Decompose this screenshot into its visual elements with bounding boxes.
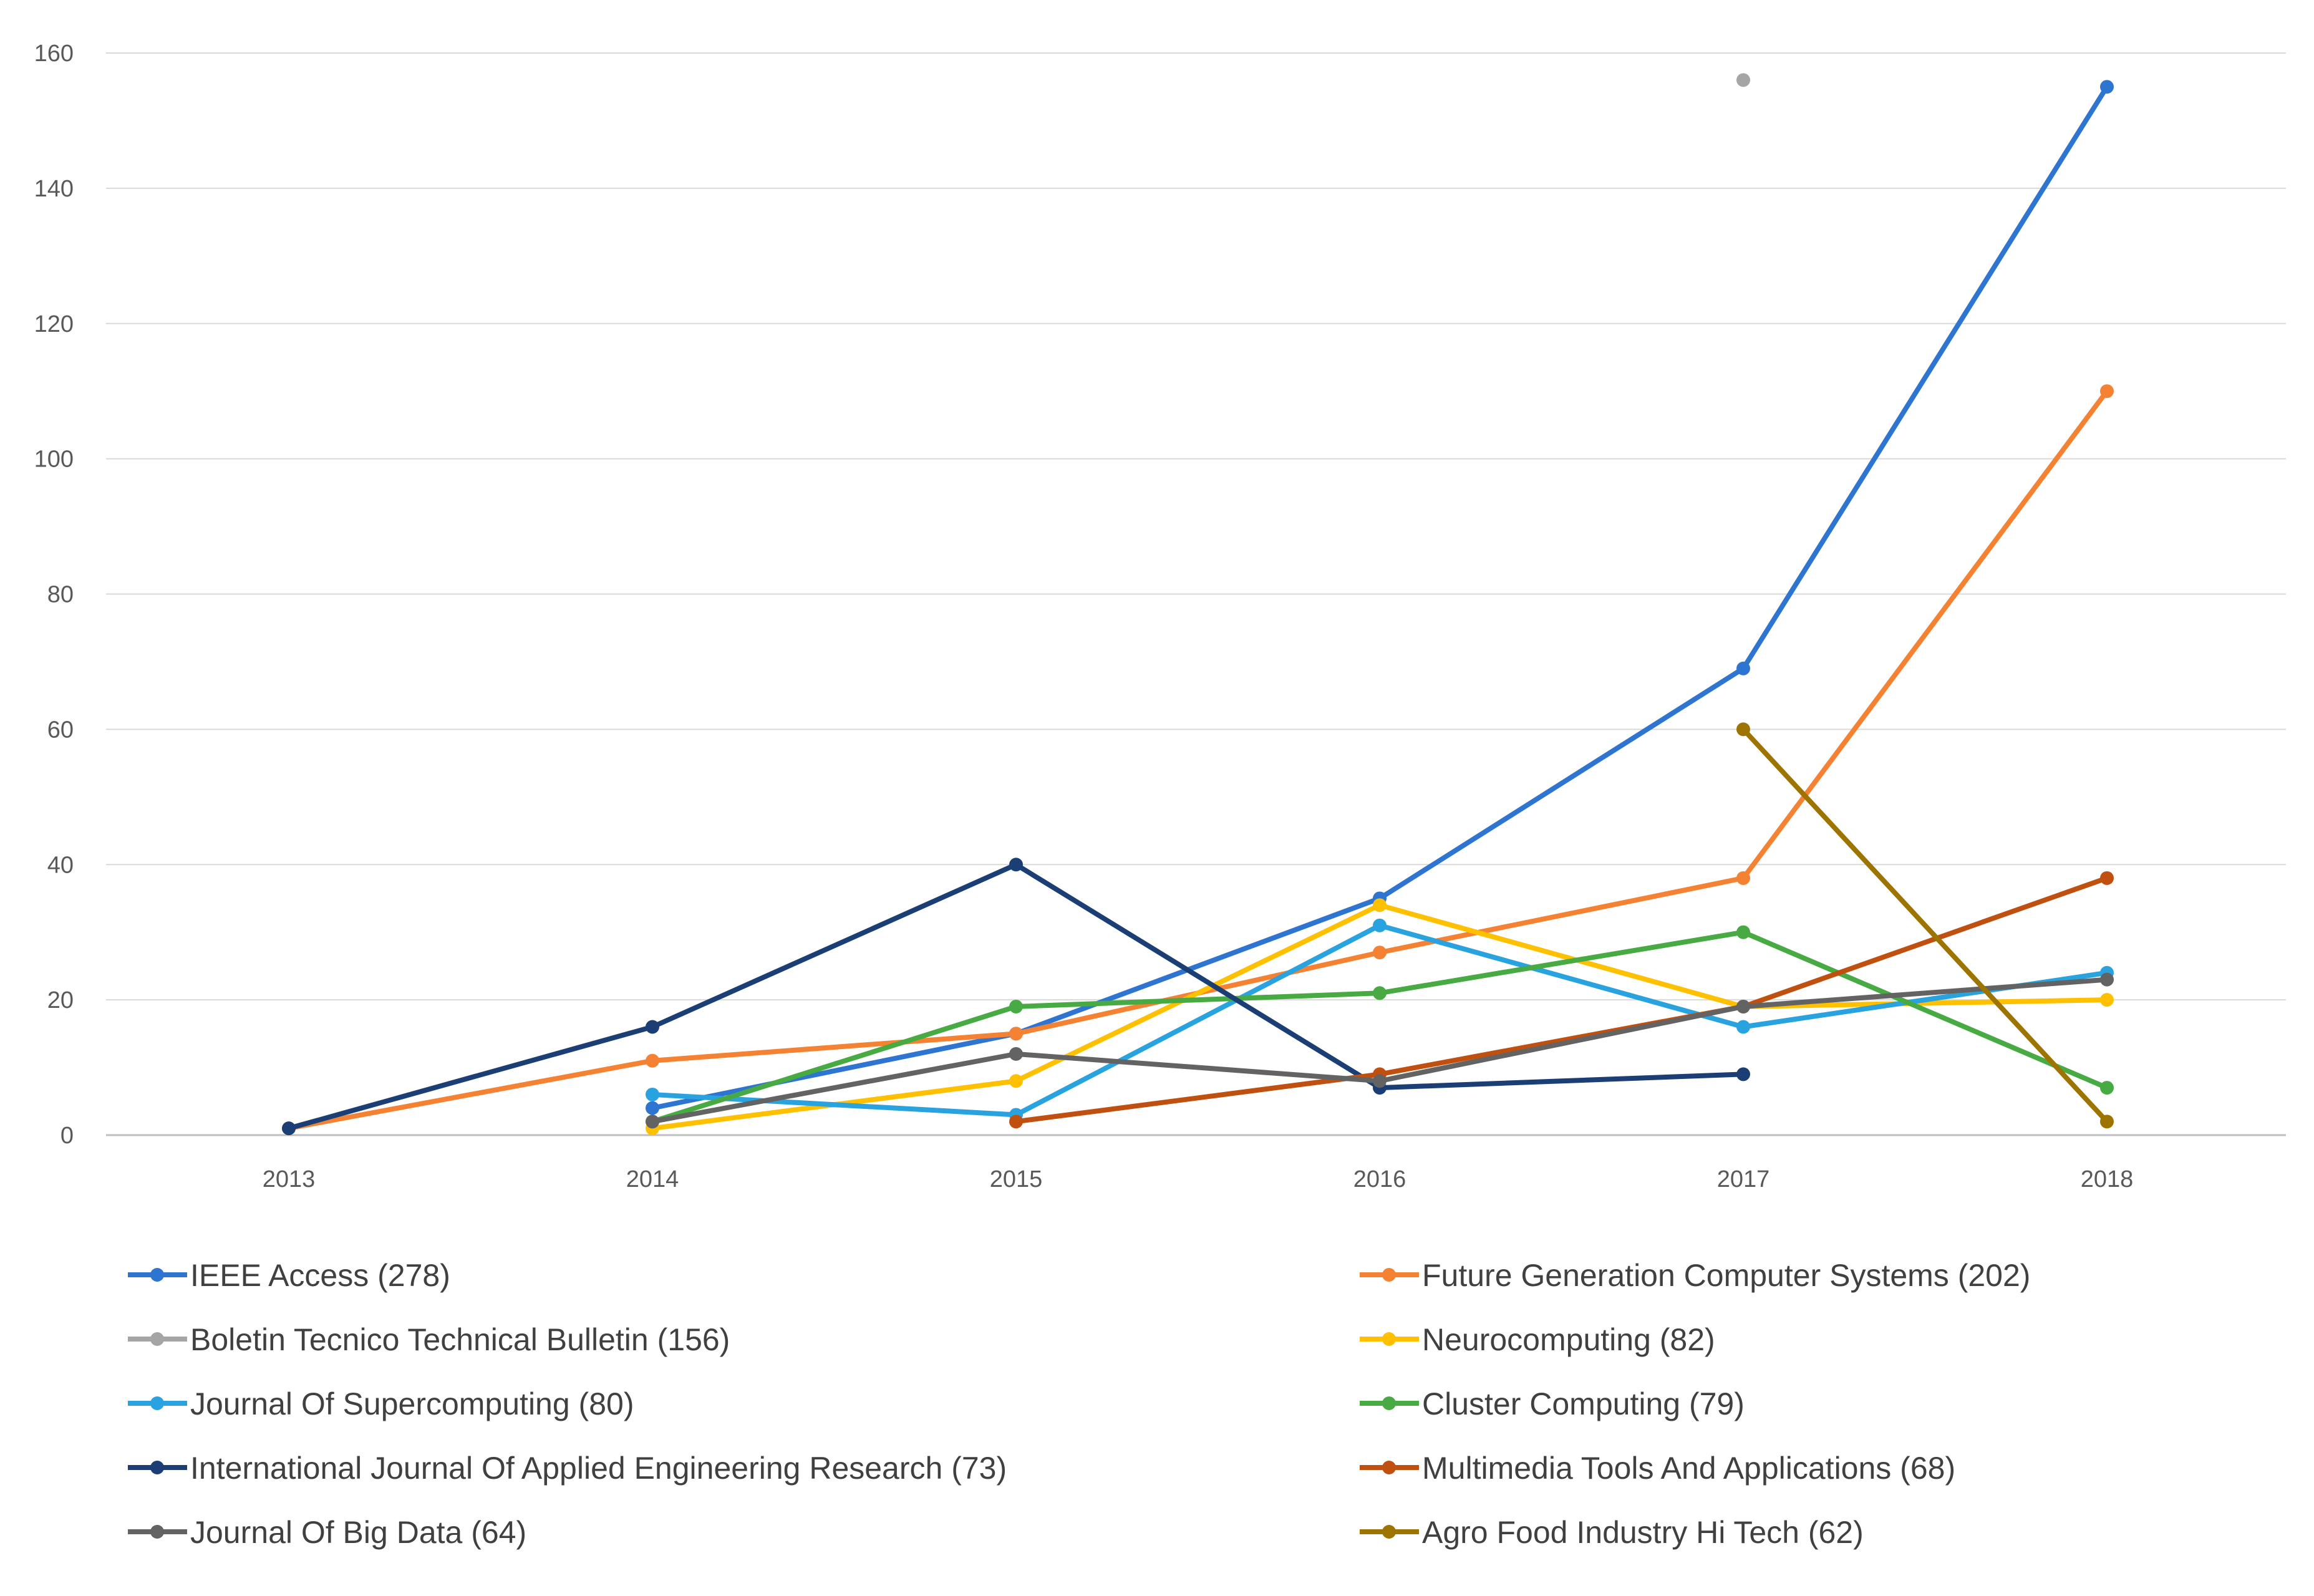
legend-swatch-marker bbox=[150, 1461, 164, 1474]
y-tick-label: 20 bbox=[47, 987, 74, 1013]
y-axis-ticks: 0 20 40 60 80 100 120 140 160 bbox=[34, 41, 74, 1149]
legend-item-boletin-tecnico-technical-bulletin: Boletin Tecnico Technical Bulletin (156) bbox=[128, 1322, 730, 1357]
data-point bbox=[1736, 871, 1750, 885]
legend-label: International Journal Of Applied Enginee… bbox=[190, 1451, 1007, 1486]
series-agro-food-industry-hi-tech bbox=[1736, 722, 2114, 1129]
data-point bbox=[1009, 1027, 1023, 1041]
series-boletin-tecnico-technical-bulletin bbox=[1736, 73, 1750, 87]
data-point bbox=[1009, 858, 1023, 872]
data-point bbox=[1373, 946, 1387, 960]
data-point bbox=[646, 1101, 659, 1115]
data-point bbox=[1736, 661, 1750, 675]
data-point bbox=[646, 1020, 659, 1034]
data-point bbox=[1009, 1047, 1023, 1061]
legend-label: Cluster Computing (79) bbox=[1422, 1386, 1745, 1421]
legend-swatch-marker bbox=[1382, 1268, 1396, 1282]
legend-item-neurocomputing: Neurocomputing (82) bbox=[1360, 1322, 1715, 1357]
legend-label: Boletin Tecnico Technical Bulletin (156) bbox=[190, 1322, 730, 1357]
data-point bbox=[1736, 73, 1750, 87]
legend-swatch-marker bbox=[150, 1268, 164, 1282]
legend-swatch-marker bbox=[1382, 1332, 1396, 1346]
legend-item-cluster-computing: Cluster Computing (79) bbox=[1360, 1386, 1745, 1421]
data-point bbox=[646, 1053, 659, 1068]
gridlines bbox=[106, 52, 2286, 1136]
legend-swatch-marker bbox=[1382, 1525, 1396, 1539]
data-point bbox=[1736, 1020, 1750, 1034]
legend-label: Journal Of Big Data (64) bbox=[190, 1515, 526, 1550]
y-tick-label: 40 bbox=[47, 852, 74, 878]
legend-label: IEEE Access (278) bbox=[190, 1258, 450, 1293]
series-group bbox=[282, 73, 2114, 1136]
y-tick-label: 100 bbox=[34, 447, 74, 473]
legend-item-future-generation-computer-systems: Future Generation Computer Systems (202) bbox=[1360, 1258, 2030, 1293]
x-tick-label: 2016 bbox=[1353, 1166, 1406, 1192]
legend-swatch-marker bbox=[1382, 1461, 1396, 1474]
legend-swatch-marker bbox=[150, 1332, 164, 1346]
data-point bbox=[646, 1115, 659, 1129]
x-tick-label: 2015 bbox=[990, 1166, 1043, 1192]
data-point bbox=[1009, 999, 1023, 1013]
data-point bbox=[1373, 986, 1387, 1000]
data-point bbox=[1736, 925, 1750, 939]
legend: IEEE Access (278) Future Generation Compu… bbox=[128, 1258, 2030, 1550]
legend-item-international-journal-of-applied-engineering-research: International Journal Of Applied Enginee… bbox=[128, 1451, 1007, 1486]
y-tick-label: 140 bbox=[34, 176, 74, 202]
x-axis-ticks: 2013 2014 2015 2016 2017 2018 bbox=[263, 1166, 2134, 1192]
legend-label: Journal Of Supercomputing (80) bbox=[190, 1386, 634, 1421]
data-point bbox=[1373, 1074, 1387, 1088]
legend-item-journal-of-big-data: Journal Of Big Data (64) bbox=[128, 1515, 526, 1550]
y-tick-label: 160 bbox=[34, 41, 74, 67]
data-point bbox=[646, 1087, 659, 1101]
data-point bbox=[1373, 918, 1387, 932]
legend-item-multimedia-tools-and-applications: Multimedia Tools And Applications (68) bbox=[1360, 1451, 1955, 1486]
series-journal-of-big-data bbox=[646, 972, 2114, 1129]
legend-item-agro-food-industry-hi-tech: Agro Food Industry Hi Tech (62) bbox=[1360, 1515, 1864, 1550]
legend-item-journal-of-supercomputing: Journal Of Supercomputing (80) bbox=[128, 1386, 634, 1421]
series-line bbox=[650, 902, 2109, 1131]
data-point bbox=[1009, 1074, 1023, 1088]
series-line bbox=[1741, 727, 2109, 1124]
legend-swatch-marker bbox=[150, 1396, 164, 1410]
y-tick-label: 60 bbox=[47, 717, 74, 743]
data-point bbox=[282, 1121, 296, 1136]
legend-label: Future Generation Computer Systems (202) bbox=[1422, 1258, 2030, 1293]
y-tick-label: 0 bbox=[61, 1123, 74, 1149]
data-point bbox=[2100, 1115, 2114, 1129]
data-point bbox=[1736, 1067, 1750, 1081]
x-tick-label: 2018 bbox=[2081, 1166, 2134, 1192]
legend-swatch-marker bbox=[1382, 1396, 1396, 1410]
x-tick-label: 2013 bbox=[263, 1166, 316, 1192]
legend-label: Neurocomputing (82) bbox=[1422, 1322, 1715, 1357]
data-point bbox=[2100, 993, 2114, 1007]
data-point bbox=[2100, 80, 2114, 94]
legend-label: Multimedia Tools And Applications (68) bbox=[1422, 1451, 1955, 1486]
data-point bbox=[2100, 1081, 2114, 1095]
data-point bbox=[2100, 972, 2114, 987]
x-tick-label: 2017 bbox=[1717, 1166, 1770, 1192]
y-tick-label: 80 bbox=[47, 582, 74, 608]
data-point bbox=[2100, 871, 2114, 885]
series-line bbox=[1014, 875, 2109, 1124]
legend-swatch-marker bbox=[150, 1525, 164, 1539]
data-point bbox=[2100, 384, 2114, 399]
data-point bbox=[1009, 1115, 1023, 1129]
data-point bbox=[1736, 999, 1750, 1013]
data-point bbox=[1373, 898, 1387, 912]
legend-item-ieee-access: IEEE Access (278) bbox=[128, 1258, 450, 1293]
series-international-journal-of-applied-engineering-research bbox=[282, 858, 1750, 1136]
legend-label: Agro Food Industry Hi Tech (62) bbox=[1422, 1515, 1864, 1550]
x-tick-label: 2014 bbox=[626, 1166, 679, 1192]
y-tick-label: 120 bbox=[34, 311, 74, 337]
series-ieee-access bbox=[646, 80, 2114, 1115]
data-point bbox=[1736, 722, 1750, 737]
